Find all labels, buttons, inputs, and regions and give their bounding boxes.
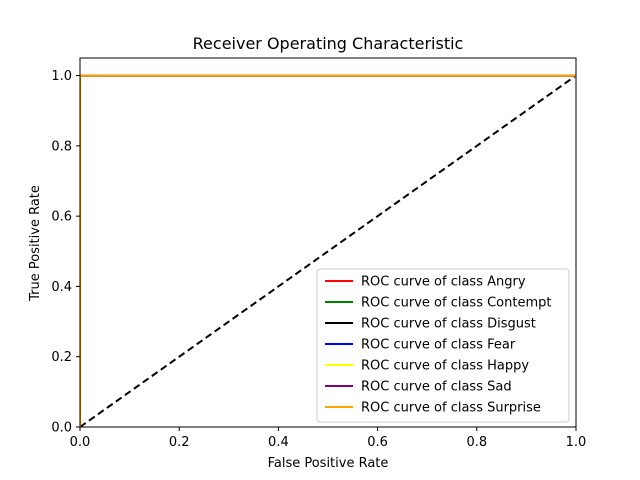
- x-axis: 0.0 0.2 0.4 0.6 0.8 1.0: [70, 427, 587, 450]
- legend-label-surprise: ROC curve of class Surprise: [361, 401, 541, 416]
- x-tick-label: 0.8: [466, 435, 487, 450]
- y-tick-label: 0.8: [51, 139, 72, 154]
- x-tick-label: 1.0: [566, 435, 587, 450]
- y-tick-label: 0.2: [51, 350, 72, 365]
- legend: ROC curve of class Angry ROC curve of cla…: [316, 268, 570, 423]
- x-tick-label: 0.0: [70, 435, 91, 450]
- legend-label-sad: ROC curve of class Sad: [361, 380, 512, 395]
- x-tick-label: 0.4: [268, 435, 289, 450]
- reference-diagonal-line: [80, 74, 576, 427]
- x-tick-label: 0.2: [169, 435, 190, 450]
- axes-frame: [79, 57, 577, 428]
- legend-label-fear: ROC curve of class Fear: [361, 338, 516, 353]
- x-axis-label: False Positive Rate: [268, 456, 389, 471]
- legend-label-angry: ROC curve of class Angry: [361, 275, 526, 290]
- legend-box: [316, 268, 570, 423]
- series-group: [80, 74, 576, 427]
- legend-label-disgust: ROC curve of class Disgust: [361, 317, 536, 332]
- roc-line-surprise: [80, 74, 576, 427]
- legend-label-happy: ROC curve of class Happy: [361, 359, 529, 374]
- chart-title: Receiver Operating Characteristic: [193, 34, 464, 53]
- legend-label-contempt: ROC curve of class Contempt: [361, 296, 551, 311]
- y-axis: 0.0 0.2 0.4 0.6 0.8 1.0: [51, 69, 80, 436]
- plot-area: [79, 57, 577, 428]
- y-tick-label: 1.0: [51, 69, 72, 84]
- y-axis-label: True Positive Rate: [28, 185, 43, 302]
- y-tick-label: 0.4: [51, 280, 72, 295]
- y-tick-label: 0.0: [51, 421, 72, 436]
- x-tick-label: 0.6: [367, 435, 388, 450]
- y-tick-label: 0.6: [51, 210, 72, 225]
